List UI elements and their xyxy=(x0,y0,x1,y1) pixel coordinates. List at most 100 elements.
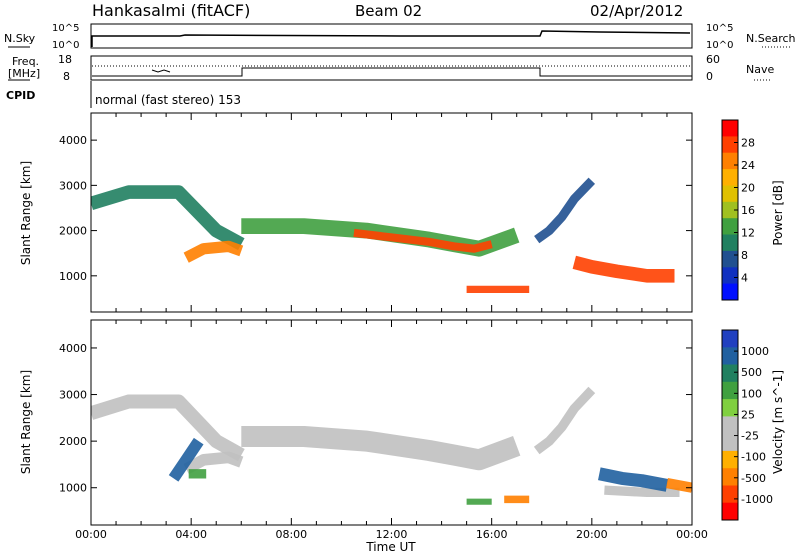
power-colorbar-swatch xyxy=(722,169,738,186)
power-colorbar-swatch xyxy=(722,218,738,236)
power-colorbar-swatch xyxy=(722,185,738,203)
velocity-colorbar-swatch xyxy=(722,468,738,486)
scatter-band-1-9 xyxy=(598,467,669,492)
velocity-colorbar-tick-label: 100 xyxy=(741,387,762,400)
velocity-colorbar-swatch xyxy=(722,433,738,452)
scatter-band-0-5 xyxy=(534,177,596,244)
time-axis-label: Time UT xyxy=(365,540,416,554)
power-colorbar-tick-label: 8 xyxy=(741,249,748,262)
cpid-label: CPID xyxy=(6,89,35,102)
nsearch-tick-low: 10^0 xyxy=(706,40,733,51)
velocity-colorbar-swatch xyxy=(722,381,738,400)
freq-glitch xyxy=(151,69,171,73)
velocity-colorbar-tick-label: 500 xyxy=(741,366,762,379)
x-tick-label: 08:00 xyxy=(275,528,307,541)
velocity-colorbar-swatch xyxy=(722,399,738,417)
power-colorbar-swatch xyxy=(722,136,738,154)
scatter-band-0-6 xyxy=(572,255,675,283)
x-tick-label: 04:00 xyxy=(175,528,207,541)
nsky-label: N.Sky xyxy=(4,32,36,45)
x-tick-label: 16:00 xyxy=(476,528,508,541)
power-colorbar-tick-label: 4 xyxy=(741,272,748,285)
y-tick-label: 1000 xyxy=(59,270,87,283)
velocity-colorbar-frame xyxy=(721,329,739,521)
power-colorbar-tick-label: 28 xyxy=(741,137,755,150)
y-tick-label: 2000 xyxy=(59,225,87,238)
x-tick-label: 20:00 xyxy=(576,528,608,541)
velocity-y-axis: 1000 2000 3000 4000 xyxy=(59,320,693,525)
freq-panel xyxy=(90,55,693,81)
scatter-band-1-4 xyxy=(604,485,680,498)
freq-unit: [MHz] xyxy=(8,67,40,80)
nave-tick-low: 0 xyxy=(706,70,713,83)
velocity-colorbar-tick-label: 1000 xyxy=(741,345,769,358)
x-tick-label: 00:00 xyxy=(75,528,107,541)
power-colorbar-tick-label: 20 xyxy=(741,182,755,195)
scatter-band-1-5 xyxy=(168,437,204,482)
x-tick-label: 12:00 xyxy=(376,528,408,541)
power-colorbar-swatch xyxy=(722,283,738,301)
nave-tick-high: 60 xyxy=(706,53,720,66)
station-title: Hankasalmi (fitACF) xyxy=(92,1,250,20)
velocity-colorbar-swatch xyxy=(722,485,738,504)
velocity-colorbar-swatch xyxy=(722,347,738,366)
velocity-frame xyxy=(90,319,693,526)
nsky-trace xyxy=(91,30,691,47)
power-data xyxy=(91,177,675,293)
velocity-colorbar-swatch xyxy=(722,330,738,348)
velocity-panel: 1000 2000 3000 4000 Slant Range [km] 00:00 0… xyxy=(19,319,708,554)
beam-label: Beam 02 xyxy=(355,2,422,20)
velocity-colorbar-label: Velocity [m s^-1] xyxy=(771,370,785,474)
velocity-y-label: Slant Range [km] xyxy=(19,370,33,474)
y-tick-label: 2000 xyxy=(59,435,87,448)
power-y-axis: 1000 2000 3000 4000 xyxy=(59,113,693,312)
power-panel: 1000 2000 3000 4000 Slant Range [km] xyxy=(19,112,693,313)
velocity-colorbar-tick-label: -1000 xyxy=(741,493,773,506)
nave-label: Nave xyxy=(746,63,774,76)
power-colorbar-tick-label: 12 xyxy=(741,227,755,240)
scatter-band-1-10 xyxy=(666,478,692,493)
freq-tick-low: 8 xyxy=(63,70,70,83)
power-colorbar-swatch xyxy=(722,120,738,137)
nsky-tick-low: 10^0 xyxy=(52,40,79,51)
power-colorbar-swatch xyxy=(722,267,738,285)
cpid-text: normal (fast stereo) 153 xyxy=(95,93,241,107)
scatter-band-1-2 xyxy=(241,426,521,471)
nsky-panel xyxy=(90,23,693,49)
velocity-colorbar: 1000 500 100 25 -25 -100 -500 -1000 xyxy=(721,329,773,521)
power-colorbar-label: Power [dB] xyxy=(771,180,785,245)
y-tick-label: 3000 xyxy=(59,389,87,402)
y-tick-label: 4000 xyxy=(59,134,87,147)
y-tick-label: 1000 xyxy=(59,482,87,495)
scatter-band-1-1 xyxy=(183,451,244,475)
scatter-band-0-1 xyxy=(183,240,244,263)
velocity-colorbar-swatch xyxy=(722,364,738,383)
nsky-tick-high: 10^5 xyxy=(52,23,79,34)
freq-label: Freq. xyxy=(12,55,39,68)
power-colorbar-swatch xyxy=(722,234,738,252)
velocity-data xyxy=(91,386,692,505)
power-frame xyxy=(90,112,693,313)
scatter-band-0-0 xyxy=(91,185,245,251)
x-tick-label: 00:00 xyxy=(676,528,708,541)
nsearch-tick-high: 10^5 xyxy=(706,23,733,34)
y-tick-label: 3000 xyxy=(59,179,87,192)
velocity-colorbar-tick-label: -25 xyxy=(741,430,759,443)
velocity-colorbar-tick-label: -500 xyxy=(741,472,766,485)
freq-trace xyxy=(92,67,692,77)
power-colorbar-swatch xyxy=(722,250,738,268)
scatter-band-1-0 xyxy=(91,394,245,462)
date-label: 02/Apr/2012 xyxy=(590,2,683,20)
velocity-colorbar-swatch xyxy=(722,416,738,435)
power-colorbar: 28 24 20 16 12 8 4 xyxy=(721,119,755,301)
power-colorbar-swatch xyxy=(722,152,738,170)
velocity-colorbar-tick-label: 25 xyxy=(741,408,755,421)
velocity-colorbar-swatch xyxy=(722,450,738,469)
scatter-band-1-3 xyxy=(533,386,596,455)
y-tick-label: 4000 xyxy=(59,342,87,355)
velocity-colorbar-swatch xyxy=(722,502,738,521)
freq-tick-high: 18 xyxy=(58,53,72,66)
velocity-colorbar-tick-label: -100 xyxy=(741,451,766,464)
power-colorbar-tick-label: 16 xyxy=(741,204,755,217)
